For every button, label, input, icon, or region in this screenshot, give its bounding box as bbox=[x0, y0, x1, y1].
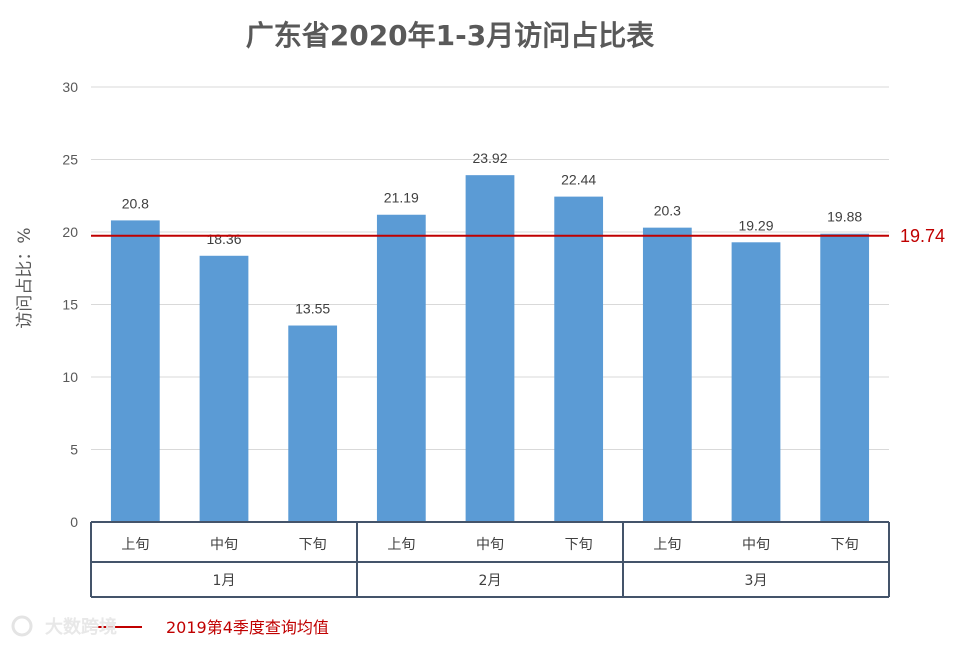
y-tick-label: 5 bbox=[70, 442, 78, 458]
data-label: 19.29 bbox=[738, 217, 773, 233]
data-labels: 20.8 18.36 13.55 21.19 23.92 22.44 20.3 19.29 19… bbox=[122, 150, 863, 316]
bar bbox=[642, 227, 692, 522]
data-label: 22.44 bbox=[561, 172, 596, 188]
data-label: 23.92 bbox=[472, 150, 507, 166]
legend: 2019第4季度查询均值 bbox=[92, 618, 329, 637]
reference-line-group: 19.74 bbox=[91, 226, 945, 246]
x-tick-label: 下旬 bbox=[299, 537, 327, 553]
reference-line-label: 19.74 bbox=[900, 226, 945, 246]
bar bbox=[376, 214, 426, 522]
x-tick-label: 中旬 bbox=[476, 537, 504, 553]
x-tick-label: 中旬 bbox=[742, 537, 770, 553]
x-tick-label: 上旬 bbox=[387, 537, 415, 553]
x-tick-label: 上旬 bbox=[121, 537, 149, 553]
data-label: 20.3 bbox=[654, 203, 681, 219]
x-tick-label: 下旬 bbox=[831, 537, 859, 553]
y-tick-label: 10 bbox=[62, 369, 78, 385]
data-label: 13.55 bbox=[295, 301, 330, 317]
bar bbox=[731, 242, 781, 523]
category-axis-table: 上旬 中旬 下旬 上旬 中旬 下旬 上旬 中旬 下旬 1月 2月 3月 bbox=[90, 521, 890, 598]
y-tick-label: 0 bbox=[70, 514, 78, 530]
bar bbox=[199, 255, 249, 522]
watermark-logo-icon bbox=[11, 615, 33, 637]
data-label: 19.88 bbox=[827, 209, 862, 225]
x-tick-label: 上旬 bbox=[653, 537, 681, 553]
x-group-label: 1月 bbox=[213, 573, 236, 589]
data-label: 20.8 bbox=[122, 195, 149, 211]
y-tick-label: 20 bbox=[62, 224, 78, 240]
bar bbox=[820, 233, 870, 523]
y-axis-label: 访问占比：% bbox=[15, 227, 35, 328]
watermark-text: 大数跨境 bbox=[45, 616, 117, 638]
bar bbox=[288, 325, 338, 522]
bar bbox=[110, 220, 160, 522]
data-label: 18.36 bbox=[206, 231, 241, 247]
bar bbox=[465, 175, 515, 522]
y-axis-ticks: 0 5 10 15 20 25 30 bbox=[62, 79, 78, 530]
x-group-label: 3月 bbox=[745, 573, 768, 589]
x-tick-label: 下旬 bbox=[565, 537, 593, 553]
x-tick-label: 中旬 bbox=[210, 537, 238, 553]
chart-title: 广东省2020年1-3月访问占比表 bbox=[246, 19, 655, 52]
y-tick-label: 25 bbox=[62, 152, 78, 168]
bar bbox=[554, 196, 604, 522]
bars bbox=[110, 175, 870, 523]
y-tick-label: 30 bbox=[62, 79, 78, 95]
x-group-label: 2月 bbox=[479, 573, 502, 589]
watermark: 大数跨境 bbox=[11, 615, 117, 638]
data-label: 21.19 bbox=[384, 190, 419, 206]
legend-reference-label: 2019第4季度查询均值 bbox=[166, 618, 329, 637]
y-tick-label: 15 bbox=[62, 297, 78, 313]
